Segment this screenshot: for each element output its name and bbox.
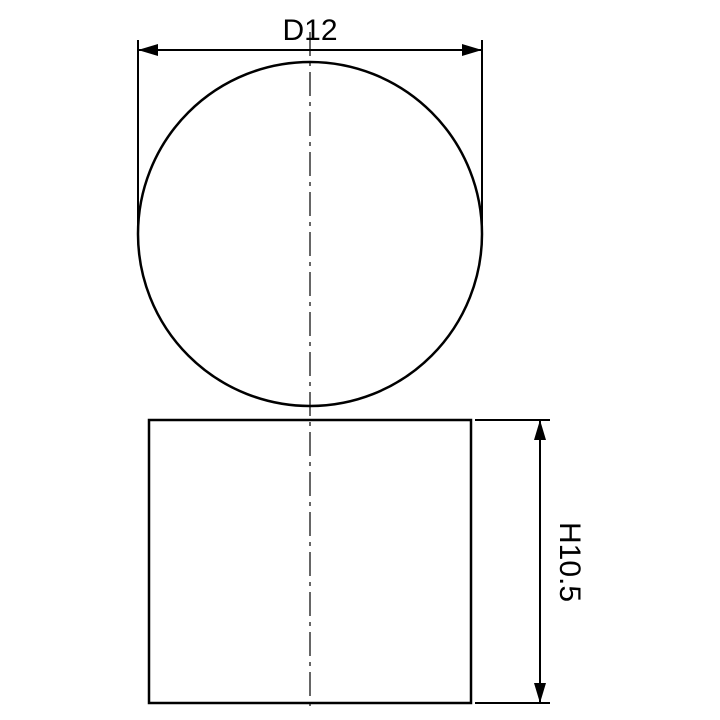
- height-dimension-label: H10.5: [553, 522, 586, 602]
- diameter-dimension-label: D12: [282, 14, 337, 47]
